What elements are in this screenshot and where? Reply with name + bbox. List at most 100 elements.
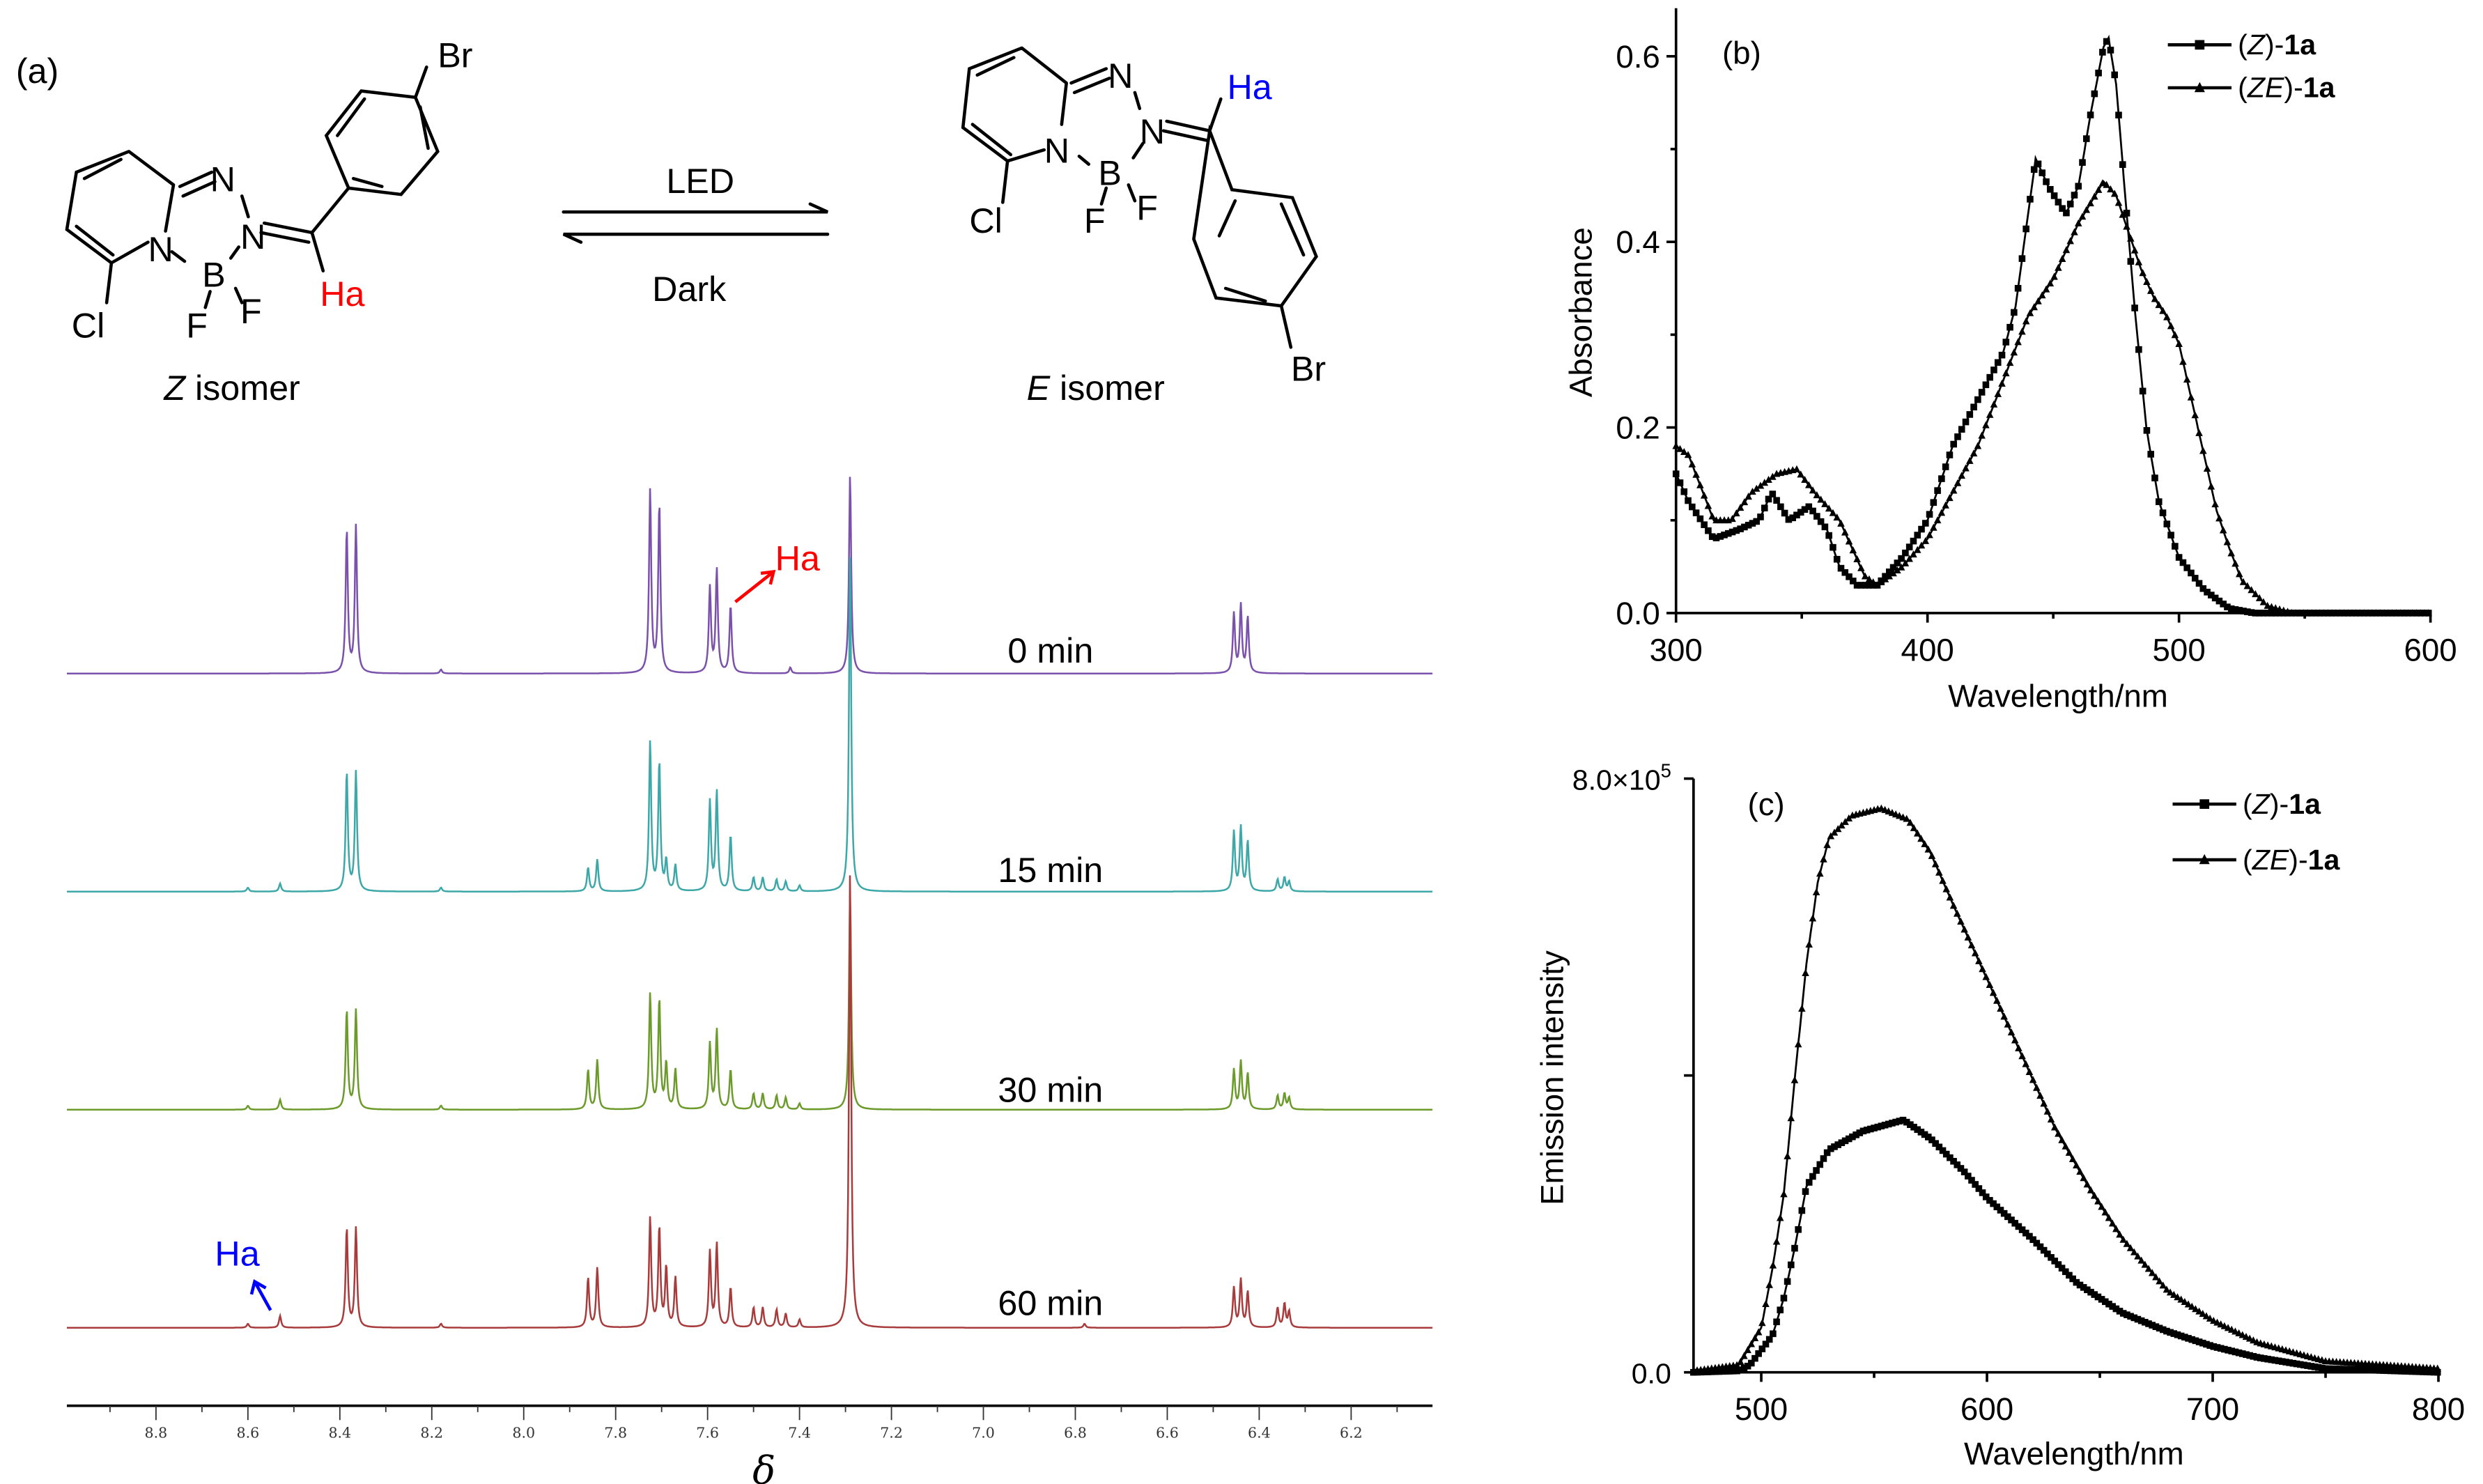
triangle-marker [2098,179,2107,187]
square-marker [2322,1365,2329,1373]
legend-label-part: Z [2252,788,2271,820]
square-marker [1712,534,1720,541]
nmr-tick-label: 6.8 [1064,1424,1087,1441]
square-marker [1962,418,1970,426]
square-marker [2268,1356,2275,1363]
square-marker [1997,1207,2004,1214]
square-marker [2111,71,2119,79]
red-arrow-icon [734,569,776,603]
square-marker [2192,1337,2199,1345]
triangle-marker [2191,411,2199,419]
square-marker [2087,1288,2094,1296]
triangle-marker [2010,348,2018,356]
legend-label: (ZE)-1a [2243,844,2340,876]
triangle-marker [1838,821,1846,829]
series-markers [1689,804,2442,1374]
square-marker [2354,1366,2362,1373]
square-marker [2191,575,2199,582]
square-marker [1942,463,1949,470]
triangle-marker [2026,309,2034,316]
square-marker [2170,1330,2178,1337]
triangle-marker [2163,313,2171,320]
square-marker [2051,1258,2059,1265]
square-marker [1841,569,1849,576]
square-marker [2272,610,2280,617]
square-marker [2210,1343,2218,1350]
square-marker [2236,607,2243,614]
square-marker [2076,1281,2084,1289]
square-marker [1914,532,1921,539]
square-marker [1838,1139,1846,1147]
triangle-marker [1821,500,1829,507]
square-marker [2043,178,2050,185]
square-marker [1902,549,1909,557]
square-marker [1846,573,1852,580]
square-marker [1761,504,1768,511]
square-marker [2109,1303,2116,1310]
nmr-tick-label: 8.0 [512,1424,535,1441]
square-marker [2199,799,2210,809]
triangle-marker [1740,1352,1748,1359]
square-marker [1747,1359,1755,1367]
triangle-marker [1798,1005,1806,1012]
triangle-marker [2195,1307,2203,1315]
square-marker [2250,1353,2257,1360]
nmr-spectrum-line [66,557,1433,893]
triangle-marker [2134,1252,2142,1260]
square-marker [1830,543,1836,551]
square-marker [1757,513,1764,520]
triangle-marker [2130,1248,2138,1255]
square-marker [2066,201,2074,208]
e-isomer-structure: N N N B F F Cl Br Ha E isomer [961,46,1326,408]
series-line [1675,180,2431,615]
square-marker [2139,387,2146,395]
square-marker [2282,1359,2289,1366]
triangle-marker [2143,277,2151,286]
square-marker [1957,1165,1965,1172]
square-marker [2383,1367,2390,1375]
triangle-marker [2130,246,2139,254]
triangle-marker [1861,572,1869,580]
square-marker [2062,1268,2069,1276]
triangle-marker [1928,851,1936,859]
square-marker [2123,210,2130,217]
square-marker [1849,1133,1856,1141]
triangle-marker [2029,1076,2037,1083]
e-atom-n: N [1108,56,1133,95]
square-marker [1813,513,1820,520]
square-marker [1813,1167,1820,1174]
triangle-marker [1960,925,1968,933]
square-marker [2159,509,2167,516]
triangle-marker [1765,1281,1773,1288]
square-marker [1841,1137,1849,1145]
square-marker [2094,1293,2102,1301]
square-marker [1705,527,1712,534]
panel-label-c: (c) [1748,787,1785,822]
triangle-marker [1967,941,1976,949]
square-marker [1825,532,1832,539]
square-marker [2204,589,2211,596]
triangle-marker [1937,509,1946,516]
triangle-marker [2107,185,2114,193]
triangle-marker [2144,1265,2153,1272]
e-isomer-label: E isomer [1027,369,1165,408]
triangle-marker [1805,481,1813,488]
triangle-marker [2252,589,2259,598]
triangle-marker [2046,279,2055,287]
square-marker [1696,515,1704,523]
square-marker [2004,1213,2011,1221]
square-marker [2075,183,2082,190]
square-marker [2130,1314,2138,1322]
square-marker [1905,543,1913,550]
z-atom-n: N [210,160,235,199]
triangle-marker [2177,1295,2185,1303]
nmr-spectra: 8.8 8.6 8.4 8.2 8.0 7.8 7.6 7.4 7.2 7.0 6.8 6.6 6.4 6… [66,477,1433,1484]
square-marker [1982,381,1990,389]
square-marker [2228,1347,2236,1354]
square-marker [2059,205,2066,212]
triangle-marker [1857,564,1865,571]
triangle-marker [1745,493,1752,500]
square-marker [1994,359,2002,366]
triangle-marker [1812,888,1820,896]
square-marker [2159,1326,2167,1334]
